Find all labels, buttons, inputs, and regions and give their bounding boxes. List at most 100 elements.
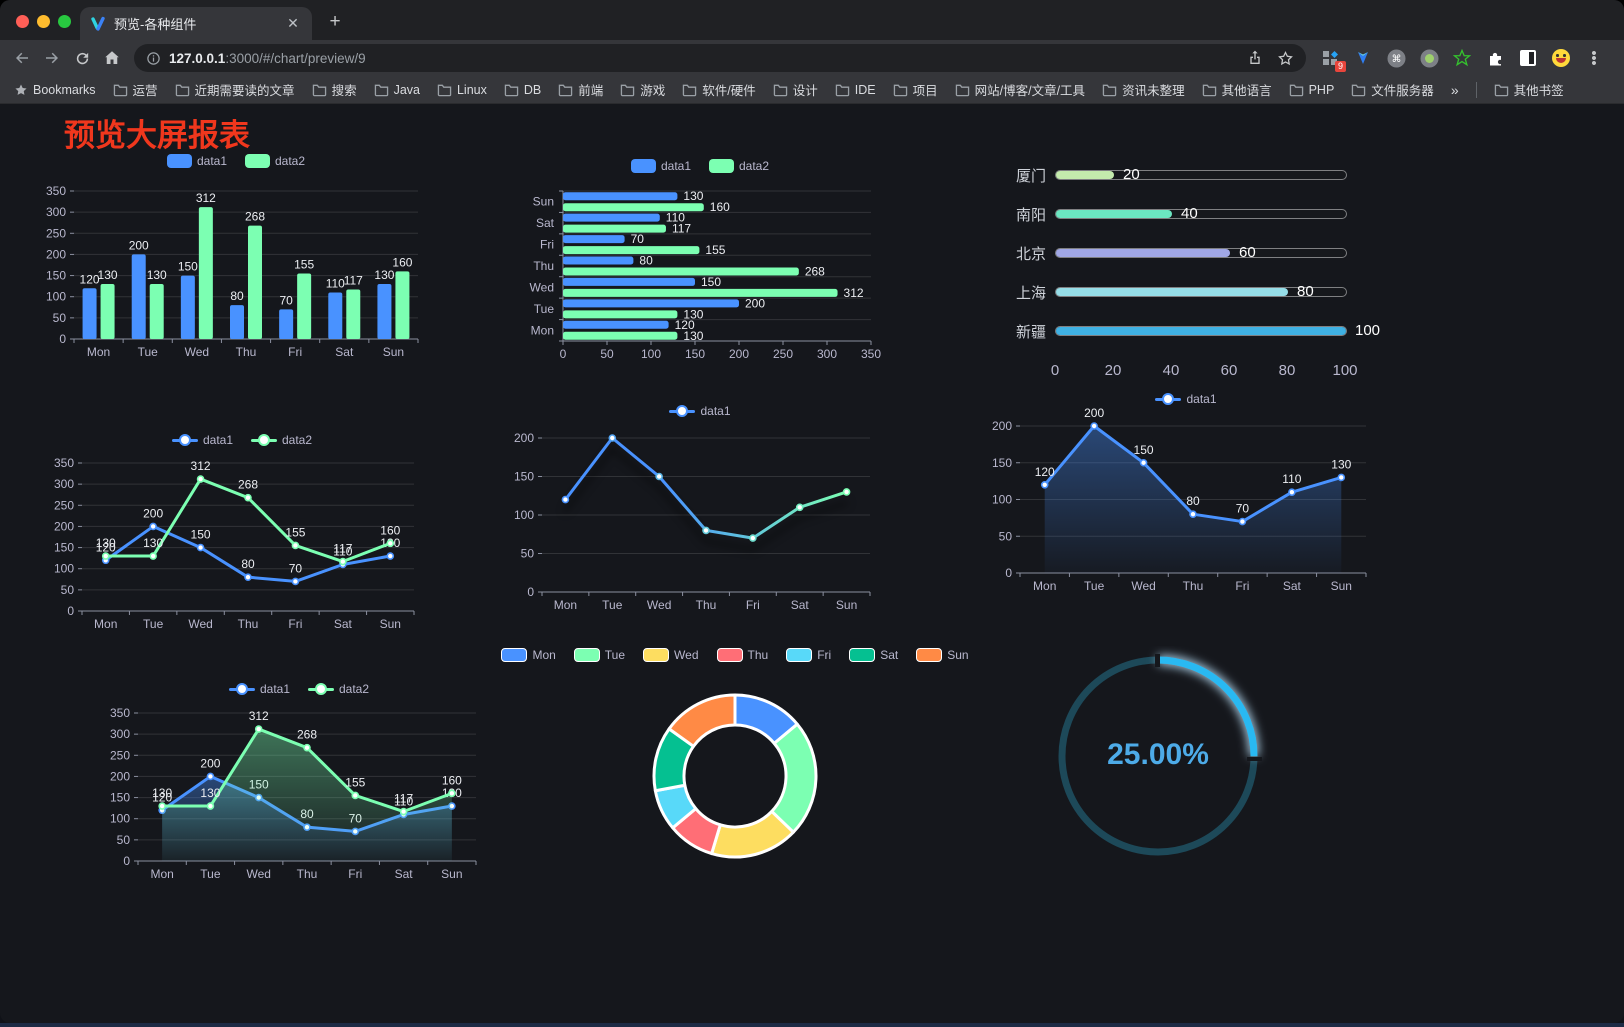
gauge-value: 25.00%: [1107, 738, 1209, 771]
legend-item-data2[interactable]: data2: [251, 433, 312, 447]
chart-area-line[interactable]: data1 0 50 100 150 200 Mon Tue Wed Thu Fri Sat Sun 12…: [980, 388, 1392, 600]
legend-item-data2[interactable]: data2: [709, 159, 769, 173]
bookmark-folder-item[interactable]: 前端: [558, 80, 603, 99]
bookmark-folder-item[interactable]: Linux: [437, 83, 487, 97]
legend-item-sun[interactable]: Sun: [916, 648, 969, 662]
progress-row-5[interactable]: 新疆: [998, 321, 1347, 341]
grouped-bar-svg[interactable]: 0 50 100 150 200 250 300 350 Mon Tue Wed Thu Fri Sat S…: [40, 148, 432, 366]
bookmark-folder-item[interactable]: 文件服务器: [1351, 80, 1434, 99]
minimize-button[interactable]: [37, 15, 50, 28]
bookmarks-overflow-chevron[interactable]: »: [1450, 81, 1459, 98]
legend-item-data1[interactable]: data1: [228, 682, 290, 696]
bookmark-folder-item[interactable]: 设计: [773, 80, 818, 99]
progress-row-4[interactable]: 上海: [998, 282, 1347, 302]
reload-button[interactable]: [68, 44, 96, 72]
bookmark-folder-item[interactable]: Java: [374, 83, 420, 97]
bookmark-star-icon[interactable]: [1277, 50, 1294, 67]
chart-grouped-hbar[interactable]: data1 data2 0 50 100 150 200 250 300 350 Sun Sat Fri…: [505, 151, 895, 369]
extension-grid-icon[interactable]: 9: [1320, 48, 1346, 72]
legend-item-data2[interactable]: data2: [245, 154, 305, 168]
other-bookmarks-item[interactable]: 其他书签: [1494, 80, 1564, 99]
chart-donut[interactable]: Mon Tue Wed Thu Fri Sat Sun: [501, 636, 969, 894]
bookmark-folder-item[interactable]: 近期需要读的文章: [175, 80, 295, 99]
bookmark-folder-item[interactable]: 其他语言: [1202, 80, 1272, 99]
forward-button[interactable]: [38, 44, 66, 72]
donut-svg[interactable]: [535, 636, 935, 894]
svg-text:110: 110: [333, 544, 352, 558]
svg-text:100: 100: [46, 290, 66, 304]
extension-record-icon[interactable]: [1419, 48, 1439, 68]
menu-icon[interactable]: • • •: [1591, 44, 1597, 72]
gauge-svg[interactable]: [1042, 646, 1274, 872]
bookmark-folder-item[interactable]: 资讯未整理: [1102, 80, 1185, 99]
chart-dual-line[interactable]: data1 data2 0 50 100 150 200 250 300 350 Mon Tue Wed…: [42, 419, 442, 644]
legend-item-data1[interactable]: data1: [171, 433, 233, 447]
progress-value: 100: [1355, 322, 1381, 339]
tab-close-icon[interactable]: ✕: [287, 15, 299, 31]
legend-swatch: [849, 648, 876, 662]
chart-gradient-line[interactable]: data1 0 50 100 150 200 Mon Tue Wed Thu Fri Sat Sun: [500, 396, 900, 626]
share-icon[interactable]: [1247, 49, 1263, 67]
chart-city-progress[interactable]: 厦门 20 南阳 40 北京 60 上海 80 新疆 100 0 20 40 60 80 100: [990, 154, 1390, 389]
legend-item-thu[interactable]: Thu: [716, 648, 768, 662]
new-tab-button[interactable]: +: [329, 11, 341, 32]
legend-item-tue[interactable]: Tue: [573, 648, 625, 662]
legend-item-sat[interactable]: Sat: [849, 648, 898, 662]
legend-item-data2[interactable]: data2: [308, 682, 369, 696]
svg-text:Tue: Tue: [143, 617, 164, 631]
legend-item-wed[interactable]: Wed: [643, 648, 699, 662]
extension-v-icon[interactable]: [1353, 48, 1373, 68]
address-bar[interactable]: 127.0.0.1:3000/#/chart/preview/9: [134, 44, 1306, 72]
svg-text:50: 50: [521, 547, 535, 561]
bookmark-folder-item[interactable]: IDE: [835, 83, 876, 97]
back-button[interactable]: [8, 44, 36, 72]
zoom-button[interactable]: [58, 15, 71, 28]
grouped-hbar-svg[interactable]: 0 50 100 150 200 250 300 350 Sun Sat Fri Thu Wed Tue M…: [505, 151, 895, 369]
tab-strip: 预览-各种组件 ✕ +: [0, 0, 1624, 40]
bookmark-folder-item[interactable]: 运营: [113, 80, 158, 99]
gradient-line-svg[interactable]: 0 50 100 150 200 Mon Tue Wed Thu Fri Sat Sun: [500, 396, 900, 626]
svg-text:Sun: Sun: [533, 195, 554, 209]
legend-item-data1[interactable]: data1: [630, 159, 691, 173]
dual-line-svg[interactable]: 0 50 100 150 200 250 300 350 Mon Tue Wed Thu Fri Sat S…: [42, 419, 442, 644]
svg-text:Wed: Wed: [185, 345, 209, 359]
legend-item-mon[interactable]: Mon: [501, 648, 556, 662]
progress-row-2[interactable]: 南阳: [998, 204, 1347, 224]
progress-row-3[interactable]: 北京: [998, 243, 1347, 263]
area-line-svg[interactable]: 0 50 100 150 200 Mon Tue Wed Thu Fri Sat Sun 120 200 1…: [980, 388, 1392, 600]
extension-command-icon[interactable]: ⌘: [1386, 48, 1406, 68]
bookmarks-manager-item[interactable]: Bookmarks: [14, 83, 96, 97]
progress-row-1[interactable]: 厦门: [998, 165, 1347, 185]
extension-emoji-icon[interactable]: [1551, 48, 1571, 68]
site-favicon: [91, 16, 105, 31]
extension-star-icon[interactable]: [1452, 48, 1472, 68]
bookmark-folder-item[interactable]: PHP: [1289, 83, 1334, 97]
chart-grouped-bar[interactable]: data1 data2 0 50 100 150 200 250 300 350 Mon Tue Wed…: [40, 148, 432, 366]
bookmark-folder-item[interactable]: 项目: [893, 80, 938, 99]
url-text[interactable]: 127.0.0.1:3000/#/chart/preview/9: [169, 50, 366, 66]
dual-area-svg[interactable]: 0 50 100 150 200 250 300 350 Mon Tue Wed Thu Fri Sat S…: [96, 676, 502, 894]
close-button[interactable]: [16, 15, 29, 28]
legend-item-data1[interactable]: data1: [669, 404, 731, 418]
donut-slice-sun[interactable]: [667, 693, 737, 748]
chart-dual-area[interactable]: data1 data2 0 50 100 150 200 250 300 350 Mon Tue Wed…: [96, 676, 502, 894]
svg-text:160: 160: [442, 773, 462, 787]
bookmark-folder-item[interactable]: 网站/博客/文章/工具: [955, 80, 1085, 99]
bookmark-folder-item[interactable]: 搜索: [312, 80, 357, 99]
legend-item-fri[interactable]: Fri: [786, 648, 831, 662]
progress-value: 60: [1239, 244, 1256, 261]
bookmark-folder-item[interactable]: DB: [504, 83, 541, 97]
chart-legend: data1 data2: [42, 433, 442, 447]
bookmark-folder-item[interactable]: 软件/硬件: [682, 80, 756, 99]
svg-text:70: 70: [631, 232, 645, 246]
legend-item-data1[interactable]: data1: [1155, 392, 1217, 406]
extension-puzzle-icon[interactable]: [1485, 48, 1505, 68]
browser-tab[interactable]: 预览-各种组件 ✕: [80, 7, 312, 40]
chart-gauge[interactable]: 25.00%: [1042, 646, 1274, 872]
svg-text:268: 268: [805, 265, 825, 279]
extension-tabs-icon[interactable]: [1518, 48, 1538, 68]
legend-item-data1[interactable]: data1: [166, 154, 227, 168]
home-button[interactable]: [98, 44, 126, 72]
bookmark-folder-item[interactable]: 游戏: [620, 80, 665, 99]
page-info-icon[interactable]: [146, 51, 161, 66]
